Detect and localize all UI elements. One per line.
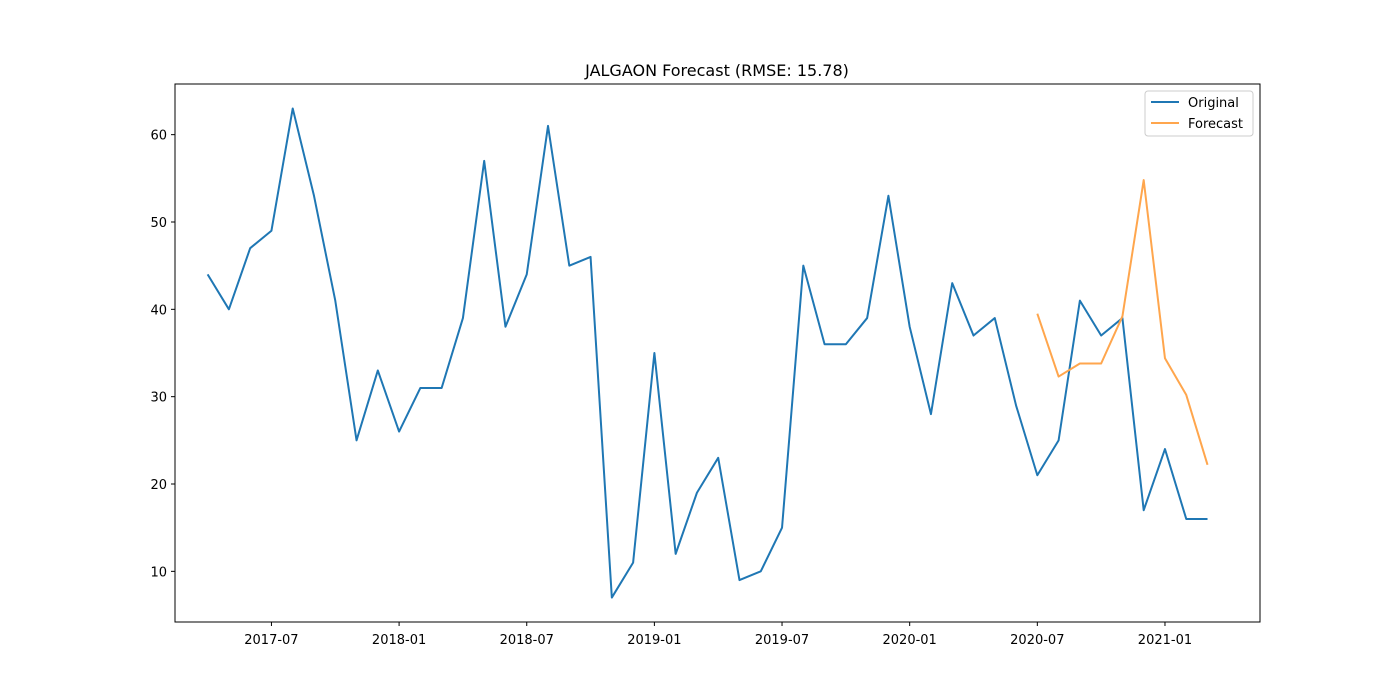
x-tick-label: 2021-01 [1138,633,1192,648]
x-tick-label: 2018-07 [500,633,554,648]
x-tick-label: 2018-01 [372,633,426,648]
series-line-original [206,107,1208,599]
y-tick-label: 30 [150,391,167,406]
y-tick-label: 40 [150,303,167,318]
series-layer [206,107,1209,599]
y-tick-label: 50 [150,216,167,231]
legend-label: Original [1188,96,1239,111]
x-tick-label: 2017-07 [244,633,298,648]
x-tick-label: 2020-07 [1010,633,1064,648]
y-tick-label: 20 [150,478,167,493]
y-tick-label: 10 [150,565,167,580]
y-tick-label: 60 [150,129,167,144]
series-line-forecast [1036,179,1209,466]
axis-layer: 2017-07 2018-01 2018-07 2019-01 2019-07 2020-… [150,129,1192,648]
plot-frame [174,83,1261,623]
x-tick-label: 2020-01 [883,633,937,648]
x-tick-label: 2019-07 [755,633,809,648]
chart-title: JALGAON Forecast (RMSE: 15.78) [584,61,849,80]
legend: Original Forecast [1144,90,1254,137]
x-tick-label: 2019-01 [627,633,681,648]
legend-label: Forecast [1188,117,1243,132]
